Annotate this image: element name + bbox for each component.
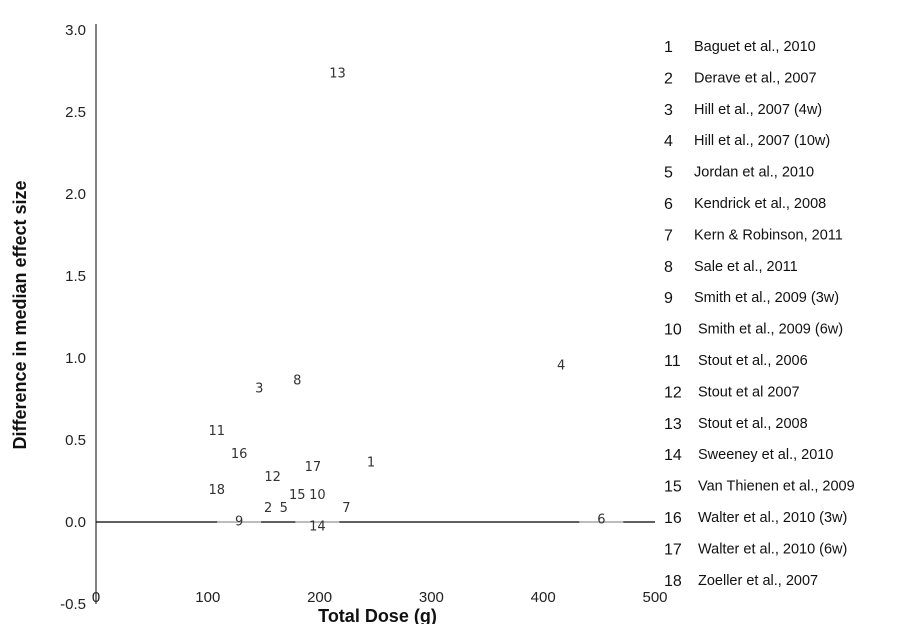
x-axis-ticks: 0 100 200 300 400 500 [92,589,668,606]
data-point-18: 18 [208,483,225,498]
data-point-17: 17 [305,460,322,475]
data-point-4: 4 [557,359,565,374]
legend-entry-text: Kern & Robinson, 2011 [694,227,843,243]
legend-entry-text: Kendrick et al., 2008 [694,196,826,212]
data-point-15: 15 [289,488,306,503]
legend-entry-text: Stout et al 2007 [698,384,800,400]
y-tick-label: 2.5 [65,104,86,121]
data-point-2: 2 [264,501,272,516]
legend-number: 2 [664,70,673,87]
y-tick-label: 1.0 [65,350,86,367]
y-tick-label: 0.5 [65,432,86,449]
data-point-6: 6 [597,513,605,528]
legend: 1 Baguet et al., 2010 2 Derave et al., 2007… [664,39,855,590]
legend-entry-text: Van Thienen et al., 2009 [698,479,855,495]
y-tick-label: 1.5 [65,268,86,285]
y-axis-ticks: -0.5 0.0 0.5 1.0 1.5 2.0 2.5 3.0 [60,22,86,613]
data-point-10: 10 [309,488,326,503]
x-tick-label: 200 [307,589,332,606]
data-point-5: 5 [280,501,288,516]
x-tick-label: 100 [195,589,220,606]
legend-entry-text: Hill et al., 2007 (4w) [694,102,822,118]
legend-number: 13 [664,416,682,433]
data-point-1: 1 [367,455,375,470]
legend-number: 4 [664,133,673,150]
legend-number: 14 [664,447,682,464]
data-point-14: 14 [309,519,326,534]
x-axis-title: Total Dose (g) [318,606,437,624]
legend-number: 5 [664,165,673,182]
x-tick-label: 0 [92,589,100,606]
legend-entry-text: Stout et al., 2006 [698,353,808,369]
x-tick-label: 500 [642,589,667,606]
legend-entry-text: Hill et al., 2007 (10w) [694,133,830,149]
legend-number: 3 [664,102,673,119]
legend-number: 8 [664,259,673,276]
legend-entry-text: Stout et al., 2008 [698,416,808,432]
data-point-11: 11 [208,424,225,439]
legend-entry-text: Derave et al., 2007 [694,70,817,86]
x-tick-label: 400 [531,589,556,606]
legend-entry-text: Smith et al., 2009 (3w) [694,290,839,306]
legend-entry-text: Jordan et al., 2010 [694,165,814,181]
data-point-16: 16 [231,447,248,462]
y-tick-label: 2.0 [65,186,86,203]
data-point-7: 7 [342,501,350,516]
legend-entry-text: Walter et al., 2010 (3w) [698,510,847,526]
axes [95,24,655,604]
y-tick-label: -0.5 [60,596,86,613]
data-point-12: 12 [264,470,281,485]
legend-entry-text: Baguet et al., 2010 [694,39,816,55]
data-point-3: 3 [255,382,263,397]
data-point-9: 9 [235,514,243,529]
x-tick-label: 300 [419,589,444,606]
legend-entry-text: Sale et al., 2011 [694,259,798,275]
legend-entry-text: Zoeller et al., 2007 [698,573,818,589]
legend-number: 10 [664,322,682,339]
legend-number: 18 [664,573,682,590]
legend-number: 12 [664,384,682,401]
y-axis-title: Difference in median effect size [10,180,30,449]
legend-number: 17 [664,541,682,558]
legend-number: 11 [664,353,681,370]
legend-number: 6 [664,196,673,213]
legend-entry-text: Walter et al., 2010 (6w) [698,541,847,557]
y-tick-label: 0.0 [65,514,86,531]
legend-entry-text: Sweeney et al., 2010 [698,447,833,463]
legend-number: 7 [664,227,673,244]
y-tick-label: 3.0 [65,22,86,39]
legend-entry-text: Smith et al., 2009 (6w) [698,322,843,338]
data-point-8: 8 [293,373,301,388]
legend-number: 16 [664,510,682,527]
legend-number: 15 [664,479,682,496]
data-point-13: 13 [329,67,346,82]
legend-number: 1 [664,39,673,56]
legend-number: 9 [664,290,673,307]
